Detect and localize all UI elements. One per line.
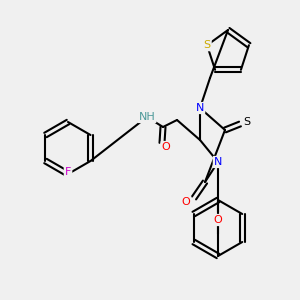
Text: O: O xyxy=(162,142,170,152)
Text: S: S xyxy=(203,40,211,50)
Text: N: N xyxy=(196,103,204,113)
Text: S: S xyxy=(243,117,250,127)
Text: O: O xyxy=(182,197,190,207)
Text: NH: NH xyxy=(139,112,155,122)
Text: O: O xyxy=(214,215,222,225)
Text: N: N xyxy=(214,157,222,167)
Text: F: F xyxy=(65,167,71,177)
